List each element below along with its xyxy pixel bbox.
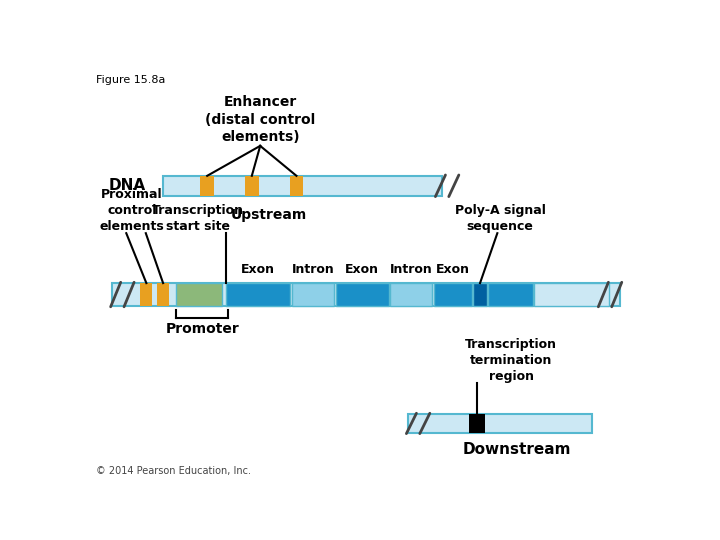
Text: Downstream: Downstream [463,442,571,457]
Bar [200,176,214,196]
Bar [163,176,441,196]
Bar [433,283,472,306]
Text: Exon: Exon [345,262,379,275]
Text: Transcription
termination
region: Transcription termination region [465,338,557,383]
Text: Proximal
control
elements: Proximal control elements [99,188,164,233]
Text: Intron: Intron [292,262,334,275]
Text: Exon: Exon [436,262,469,275]
Text: Figure 15.8a: Figure 15.8a [96,75,165,85]
Text: Exon: Exon [241,262,275,275]
Bar [245,176,258,196]
Bar [226,283,290,306]
Text: Upstream: Upstream [230,208,307,222]
Bar [488,283,533,306]
Text: Intron: Intron [390,262,433,275]
Bar [534,283,610,306]
Bar [176,283,222,306]
Bar [292,283,334,306]
Bar [390,283,432,306]
Bar [157,283,169,306]
Text: DNA: DNA [109,178,145,193]
Bar [289,176,303,196]
Text: Enhancer
(distal control
elements): Enhancer (distal control elements) [205,95,315,144]
Bar [112,283,620,306]
Bar [140,283,153,306]
Text: Transcription
start site: Transcription start site [152,204,243,233]
Text: Promoter: Promoter [166,322,239,336]
Text: Poly-A signal
sequence: Poly-A signal sequence [455,204,546,233]
Bar [408,414,592,433]
Bar [469,414,485,433]
Text: © 2014 Pearson Education, Inc.: © 2014 Pearson Education, Inc. [96,467,251,476]
Bar [336,283,389,306]
Bar [473,283,487,306]
